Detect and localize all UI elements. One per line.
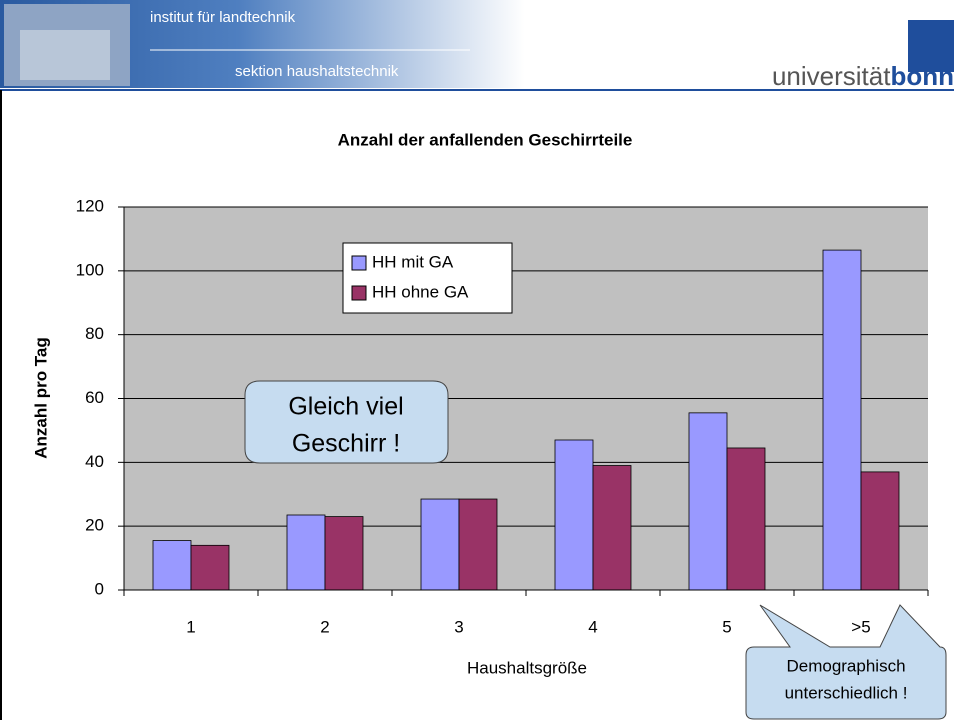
bar (726, 447, 766, 591)
x-tick-label: 3 (454, 617, 463, 636)
bar (420, 498, 460, 591)
callout (244, 380, 449, 464)
building-image-detail (20, 30, 110, 80)
y-axis-label: Anzahl pro Tag (31, 337, 50, 459)
y-tick-label: 120 (76, 196, 104, 215)
y-tick-label: 80 (85, 324, 104, 343)
y-tick-label: 100 (76, 260, 104, 279)
x-tick-label: 5 (722, 617, 731, 636)
y-tick-label: 40 (85, 452, 104, 471)
x-tick-label: >5 (851, 617, 870, 636)
logo-left: universität (772, 61, 891, 91)
logo-emblem (908, 20, 954, 72)
legend-swatch (351, 255, 367, 271)
callout-text: Geschirr ! (292, 430, 400, 458)
bar (324, 516, 364, 591)
callout (745, 604, 947, 720)
chart-title: Anzahl der anfallenden Geschirrteile (338, 130, 633, 149)
y-tick-label: 60 (85, 388, 104, 407)
bar (458, 498, 498, 591)
bar (152, 540, 192, 591)
bar (822, 249, 862, 591)
legend-label: HH mit GA (372, 252, 454, 271)
bar (860, 471, 900, 591)
bar (688, 412, 728, 591)
bar (554, 439, 594, 591)
x-tick-label: 4 (588, 617, 597, 636)
x-axis-label: Haushaltsgröße (467, 658, 587, 677)
y-tick-label: 0 (95, 579, 104, 598)
legend-swatch (351, 285, 367, 301)
callout-text: unterschiedlich ! (785, 683, 908, 702)
header-band (0, 0, 954, 88)
bar (286, 514, 326, 591)
legend-box (342, 242, 513, 314)
logo: universitätbonn (772, 61, 954, 91)
section-name: sektion haushaltstechnik (235, 63, 399, 80)
institute-name: institut für landtechnik (150, 9, 296, 26)
bar (190, 544, 230, 591)
logo-right: bonn (890, 61, 954, 91)
callout-text: Demographisch (786, 656, 905, 675)
x-tick-label: 2 (320, 617, 329, 636)
legend-label: HH ohne GA (372, 282, 469, 301)
bar (592, 465, 632, 591)
y-tick-label: 20 (85, 516, 104, 535)
x-tick-label: 1 (186, 617, 195, 636)
callout-text: Gleich viel (288, 393, 403, 421)
